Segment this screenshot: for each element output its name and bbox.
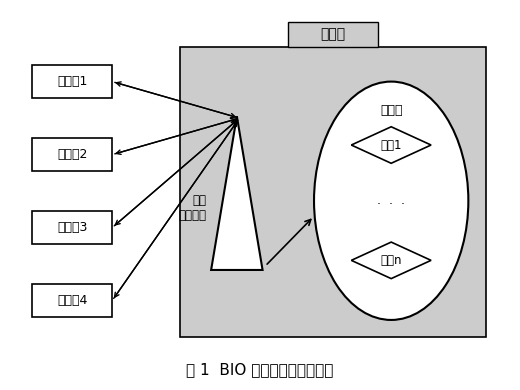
FancyBboxPatch shape — [180, 47, 486, 337]
Text: 客户端1: 客户端1 — [57, 75, 87, 88]
Text: 常驻
侦听线路: 常驻 侦听线路 — [178, 195, 206, 222]
Text: 客户端4: 客户端4 — [57, 294, 87, 307]
FancyBboxPatch shape — [32, 65, 112, 98]
Polygon shape — [352, 127, 431, 163]
FancyBboxPatch shape — [288, 22, 379, 47]
Text: 线程1: 线程1 — [381, 138, 402, 152]
Polygon shape — [352, 242, 431, 278]
FancyBboxPatch shape — [32, 284, 112, 317]
FancyBboxPatch shape — [32, 211, 112, 244]
Text: 客户端2: 客户端2 — [57, 148, 87, 161]
FancyBboxPatch shape — [32, 138, 112, 171]
Text: 客户端3: 客户端3 — [57, 221, 87, 234]
Text: 线程n: 线程n — [381, 254, 402, 267]
Text: 线程池: 线程池 — [380, 104, 402, 117]
Text: 图 1  BIO 优化后的模型结构图: 图 1 BIO 优化后的模型结构图 — [186, 363, 334, 378]
Text: ·  ·  ·: · · · — [377, 198, 405, 211]
Polygon shape — [211, 116, 263, 270]
Text: 服务端: 服务端 — [321, 27, 346, 41]
Ellipse shape — [314, 82, 469, 320]
